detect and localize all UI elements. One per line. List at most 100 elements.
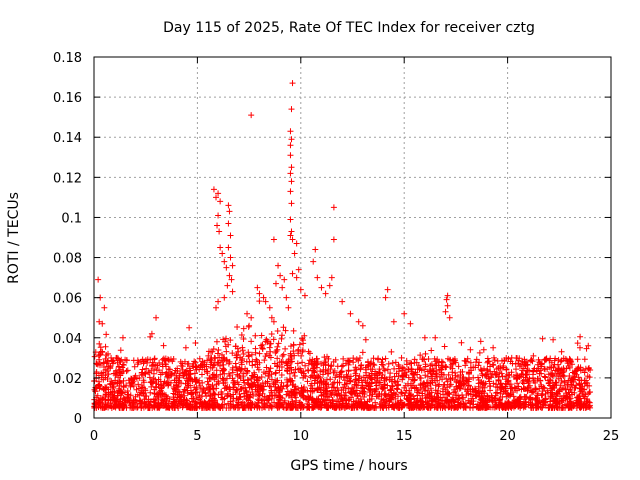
data-point [226, 358, 233, 365]
data-point [283, 383, 290, 390]
data-point [215, 298, 222, 305]
data-point [265, 368, 272, 375]
data-point [364, 379, 371, 386]
data-point [110, 385, 117, 392]
data-point [494, 389, 501, 396]
data-point [422, 350, 429, 357]
data-point [294, 385, 301, 392]
data-point [144, 359, 151, 366]
data-point [533, 394, 540, 401]
data-point [568, 376, 575, 383]
data-point [216, 228, 223, 235]
data-point [336, 379, 343, 386]
data-point [275, 340, 282, 347]
data-point [146, 402, 153, 409]
data-point [266, 304, 273, 311]
data-point [554, 399, 561, 406]
data-point [217, 371, 224, 378]
data-point [102, 404, 109, 411]
data-point [141, 396, 148, 403]
data-point [272, 370, 279, 377]
data-point [291, 369, 298, 376]
data-point [342, 389, 349, 396]
data-point [403, 357, 410, 364]
data-point [273, 377, 280, 384]
data-point [253, 376, 260, 383]
data-point [321, 401, 328, 408]
data-point [460, 374, 467, 381]
data-point [250, 381, 257, 388]
data-point [167, 372, 174, 379]
data-point [256, 350, 263, 357]
data-point [429, 401, 436, 408]
data-point [417, 375, 424, 382]
data-point [298, 352, 305, 359]
data-point [318, 378, 325, 385]
data-point [514, 355, 521, 362]
data-point [490, 354, 497, 361]
data-point [475, 376, 482, 383]
data-point [430, 368, 437, 375]
data-point [300, 340, 307, 347]
data-point [336, 373, 343, 380]
data-point [339, 400, 346, 407]
data-point [219, 250, 226, 257]
data-point [305, 393, 312, 400]
data-point [422, 361, 429, 368]
data-point [263, 364, 270, 371]
data-point [165, 379, 172, 386]
data-point [441, 381, 448, 388]
data-point [345, 385, 352, 392]
data-point [462, 404, 469, 411]
data-point [423, 395, 430, 402]
data-point [394, 386, 401, 393]
data-point [244, 310, 251, 317]
data-point [197, 383, 204, 390]
data-point [287, 216, 294, 223]
data-point [135, 381, 142, 388]
data-point [428, 361, 435, 368]
data-point [113, 367, 120, 374]
data-point [417, 386, 424, 393]
data-point [196, 396, 203, 403]
data-point [311, 358, 318, 365]
data-point [573, 399, 580, 406]
data-point [105, 350, 112, 357]
y-tick-label: 0.18 [53, 51, 82, 66]
data-point [139, 366, 146, 373]
data-point [578, 386, 585, 393]
data-point [310, 258, 317, 265]
data-point [223, 264, 230, 271]
y-axis-label: ROTI / TECUs [6, 192, 22, 284]
data-point [337, 369, 344, 376]
data-point [352, 390, 359, 397]
data-point [134, 361, 141, 368]
data-point [458, 339, 465, 346]
data-point [275, 392, 282, 399]
data-point [330, 358, 337, 365]
data-point [384, 366, 391, 373]
data-point [554, 390, 561, 397]
data-point [445, 391, 452, 398]
data-point [272, 280, 279, 287]
data-point [553, 372, 560, 379]
data-point [586, 374, 593, 381]
data-point [160, 382, 167, 389]
data-point [537, 404, 544, 411]
data-point [181, 392, 188, 399]
plot-frame [93, 56, 612, 419]
data-point [431, 355, 438, 362]
data-point [376, 366, 383, 373]
data-point [289, 236, 296, 243]
data-point [480, 404, 487, 411]
data-point [213, 372, 220, 379]
y-tick-label: 0.16 [53, 91, 82, 106]
data-point [213, 367, 220, 374]
data-point [206, 374, 213, 381]
data-point [405, 374, 412, 381]
x-tick-labels: 0 5 10 15 20 25 [90, 429, 619, 444]
data-point [221, 294, 228, 301]
data-point [485, 358, 492, 365]
data-point [316, 404, 323, 411]
data-point [476, 393, 483, 400]
